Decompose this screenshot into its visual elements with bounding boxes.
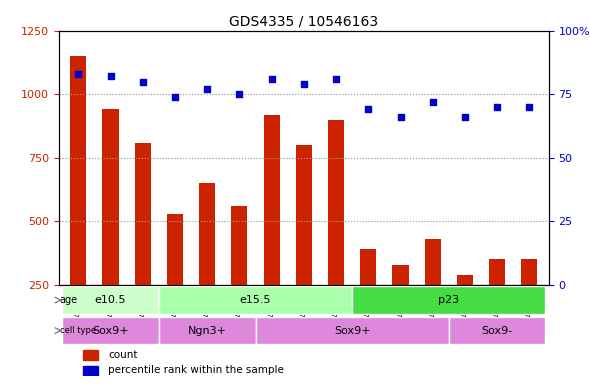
Point	[428, 99, 437, 105]
Text: cell type: cell type	[60, 326, 96, 335]
Title: GDS4335 / 10546163: GDS4335 / 10546163	[230, 14, 378, 28]
Text: Sox9+: Sox9+	[334, 326, 371, 336]
Bar	[425, 239, 441, 285]
Bar	[167, 214, 183, 285]
Bar	[70, 56, 86, 285]
Bar	[135, 142, 151, 285]
Bar	[457, 275, 473, 285]
Bar	[84, 350, 98, 359]
Point	[74, 71, 83, 77]
Text: p23: p23	[438, 295, 460, 305]
Point	[267, 76, 276, 82]
Bar	[489, 260, 505, 285]
Bar	[392, 265, 408, 285]
Bar	[522, 260, 537, 285]
Bar	[84, 366, 98, 375]
Point	[332, 76, 341, 82]
Point	[363, 106, 373, 113]
Point	[299, 81, 309, 87]
FancyBboxPatch shape	[449, 317, 546, 344]
Text: e10.5: e10.5	[95, 295, 126, 305]
Point	[460, 114, 470, 120]
Text: age: age	[60, 295, 78, 305]
Text: Sox9-: Sox9-	[481, 326, 513, 336]
Bar	[199, 183, 215, 285]
Point	[138, 78, 148, 84]
FancyBboxPatch shape	[62, 317, 159, 344]
FancyBboxPatch shape	[352, 286, 546, 314]
Bar	[264, 114, 280, 285]
Point	[493, 104, 502, 110]
FancyBboxPatch shape	[62, 286, 159, 314]
Point	[525, 104, 534, 110]
Bar	[296, 145, 312, 285]
Bar	[103, 109, 119, 285]
Point	[202, 86, 212, 92]
Bar	[360, 249, 376, 285]
Bar	[231, 206, 247, 285]
Text: count: count	[108, 350, 137, 360]
Point	[235, 91, 244, 97]
Text: Ngn3+: Ngn3+	[188, 326, 227, 336]
Bar	[328, 120, 344, 285]
FancyBboxPatch shape	[159, 286, 352, 314]
Point	[171, 94, 180, 100]
FancyBboxPatch shape	[255, 317, 449, 344]
Text: Sox9+: Sox9+	[92, 326, 129, 336]
Point	[396, 114, 405, 120]
Text: percentile rank within the sample: percentile rank within the sample	[108, 365, 284, 375]
Text: e15.5: e15.5	[240, 295, 271, 305]
FancyBboxPatch shape	[159, 317, 255, 344]
Point	[106, 73, 115, 79]
